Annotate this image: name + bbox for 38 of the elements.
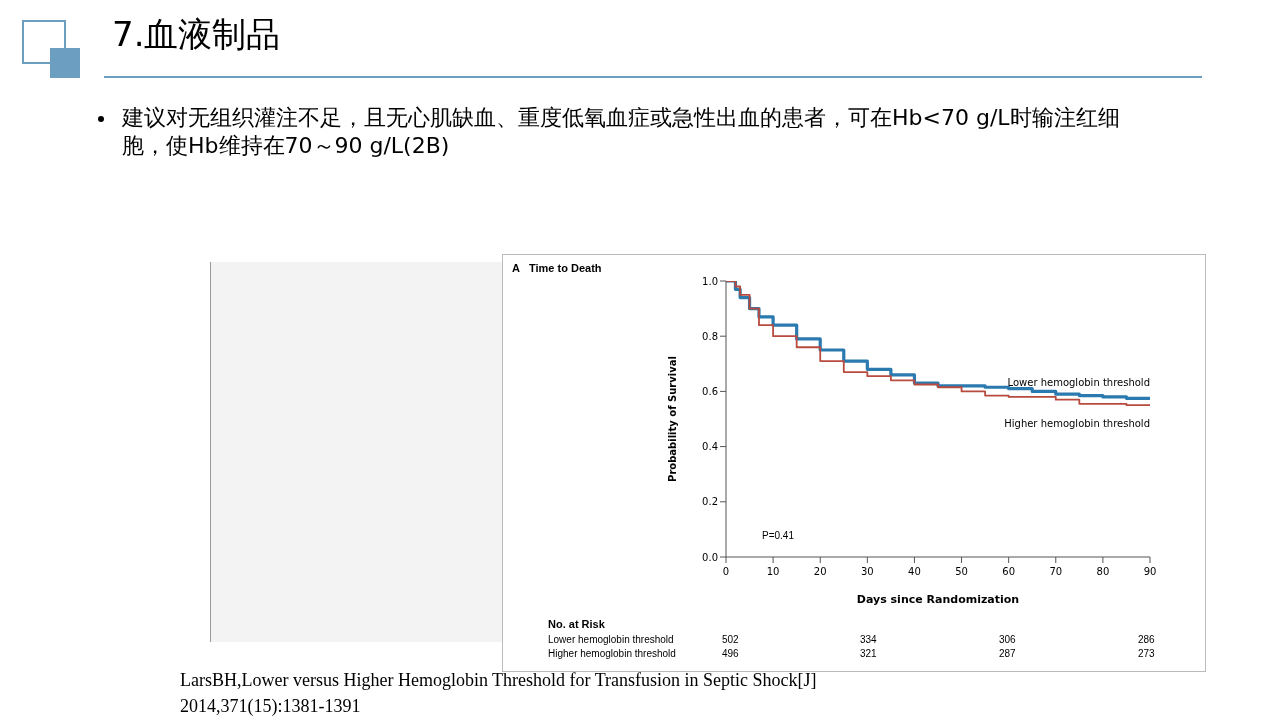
- text: 287: [999, 648, 1016, 659]
- x-tick-label: 90: [1143, 566, 1157, 577]
- text: A: [512, 262, 520, 274]
- text: 334: [860, 634, 877, 645]
- y-axis-title: Probability of Survival: [666, 356, 678, 482]
- x-axis-title: Days since Randomization: [856, 593, 1020, 606]
- x-tick-label: 30: [860, 566, 874, 577]
- x-tick-label: 10: [766, 566, 780, 577]
- y-tick-label: 0.0: [702, 551, 718, 563]
- text: LarsBH,Lower versus Higher Hemoglobin Threshold for Transfusion in Septic Shock[J]: [180, 670, 817, 691]
- text: Time to Death: [529, 262, 602, 274]
- y-tick-label: 0.2: [702, 496, 718, 508]
- y-tick-label: 0.8: [702, 330, 718, 342]
- series-label: Higher hemoglobin threshold: [1004, 418, 1150, 430]
- text: 7.血液制品: [112, 13, 281, 56]
- text: Higher hemoglobin threshold: [548, 648, 676, 659]
- x-tick-label: 50: [955, 566, 968, 577]
- x-tick-label: 70: [1049, 566, 1063, 577]
- series-label: Lower hemoglobin threshold: [1007, 376, 1150, 388]
- x-tick-label: 40: [908, 566, 921, 577]
- y-tick-label: 0.6: [702, 385, 718, 397]
- chart-subtitle: 建议对无组织灌注不足，且无心肌缺血、重度低氧血症或急性出血的患者，可在Hb<70 g/L时输注红细胞，使Hb维持在70～90 g/L(2B): [122, 104, 1121, 160]
- text: 496: [722, 648, 739, 659]
- text: No. at Risk: [548, 618, 605, 630]
- annotation: P=0.41: [762, 530, 794, 541]
- x-tick-label: 80: [1096, 566, 1110, 577]
- text: 321: [860, 648, 877, 659]
- x-tick-label: 0: [722, 566, 730, 577]
- text: 273: [1138, 648, 1155, 659]
- y-tick-label: 1.0: [702, 275, 718, 287]
- x-tick-label: 60: [1002, 566, 1016, 577]
- text: 2014,371(15):1381-1391: [180, 696, 361, 717]
- y-tick-label: 0.4: [702, 441, 718, 453]
- x-tick-label: 20: [813, 566, 827, 577]
- text: Lower hemoglobin threshold: [548, 634, 674, 645]
- text: 502: [722, 634, 739, 645]
- text: 306: [999, 634, 1016, 645]
- text: 286: [1138, 634, 1155, 645]
